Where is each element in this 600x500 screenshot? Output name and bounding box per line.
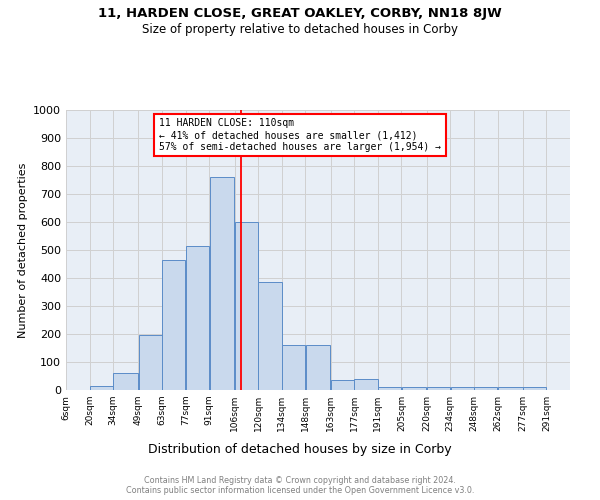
Bar (235, 222, 258, 390)
Text: Size of property relative to detached houses in Corby: Size of property relative to detached ho… (142, 22, 458, 36)
Bar (209, 177, 235, 390)
Y-axis label: Number of detached properties: Number of detached properties (17, 162, 28, 338)
Text: Distribution of detached houses by size in Corby: Distribution of detached houses by size … (148, 442, 452, 456)
Bar (498, 388, 523, 390)
Text: 11 HARDEN CLOSE: 110sqm
← 41% of detached houses are smaller (1,412)
57% of semi: 11 HARDEN CLOSE: 110sqm ← 41% of detache… (159, 118, 441, 152)
Bar (474, 388, 497, 390)
Bar (163, 260, 185, 390)
Bar (355, 379, 377, 390)
Bar (282, 345, 305, 390)
Bar (139, 336, 162, 390)
Text: 11, HARDEN CLOSE, GREAT OAKLEY, CORBY, NN18 8JW: 11, HARDEN CLOSE, GREAT OAKLEY, CORBY, N… (98, 8, 502, 20)
Bar (259, 282, 281, 390)
Bar (523, 388, 546, 390)
Bar (451, 388, 473, 390)
Bar (401, 388, 427, 390)
Bar (186, 246, 209, 390)
Bar (90, 386, 113, 390)
Text: Contains HM Land Registry data © Crown copyright and database right 2024.
Contai: Contains HM Land Registry data © Crown c… (126, 476, 474, 495)
Bar (331, 380, 354, 390)
Bar (378, 387, 401, 390)
Bar (427, 388, 450, 390)
Bar (113, 373, 138, 390)
Bar (305, 345, 331, 390)
